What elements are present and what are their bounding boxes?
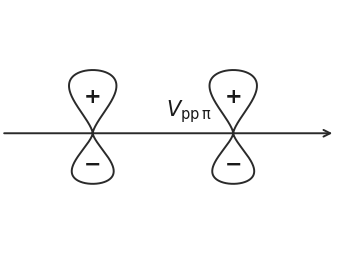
Text: +: + — [84, 87, 102, 107]
Text: −: − — [84, 155, 101, 175]
Text: +: + — [224, 87, 242, 107]
Text: $V_{\rm pp\,\pi}$: $V_{\rm pp\,\pi}$ — [167, 98, 212, 125]
Text: −: − — [224, 155, 242, 175]
